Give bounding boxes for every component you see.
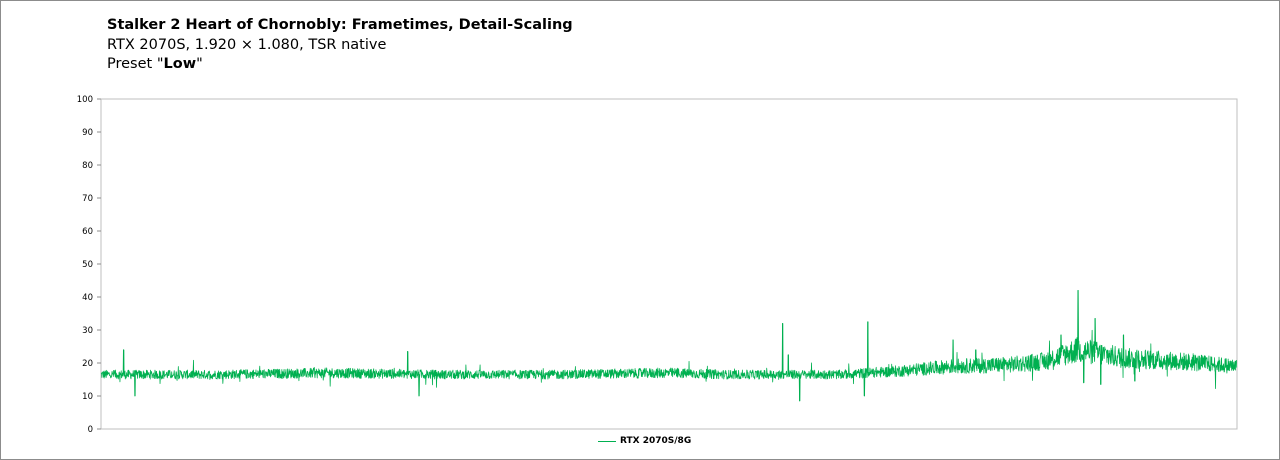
y-tick-label: 90 — [82, 128, 93, 138]
y-tick-label: 80 — [82, 161, 93, 171]
y-tick-label: 10 — [82, 392, 93, 402]
preset-prefix: Preset " — [107, 56, 164, 72]
y-tick-label: 40 — [82, 293, 93, 303]
preset-value: Low — [163, 56, 197, 72]
series-line — [100, 290, 1238, 402]
preset-suffix: " — [196, 56, 203, 72]
legend-label: RTX 2070S/8G — [620, 436, 692, 446]
chart-titles: Stalker 2 Heart of Chornobly: Frametimes… — [107, 16, 573, 75]
y-tick-label: 20 — [82, 359, 93, 369]
y-tick-label: 70 — [82, 194, 93, 204]
chart-preset: Preset "Low" — [107, 55, 573, 75]
chart-subtitle: RTX 2070S, 1.920 × 1.080, TSR native — [107, 36, 387, 53]
y-tick-label: 60 — [82, 227, 93, 237]
legend-swatch — [598, 440, 616, 442]
y-tick-label: 50 — [82, 260, 93, 270]
plot-area — [100, 98, 1238, 430]
y-tick-label: 30 — [82, 326, 93, 336]
chart-legend: RTX 2070S/8G — [598, 436, 691, 446]
chart-title: Stalker 2 Heart of Chornobly: Frametimes… — [107, 17, 573, 33]
y-tick-label: 100 — [77, 95, 93, 105]
y-tick-label: 0 — [88, 425, 93, 435]
